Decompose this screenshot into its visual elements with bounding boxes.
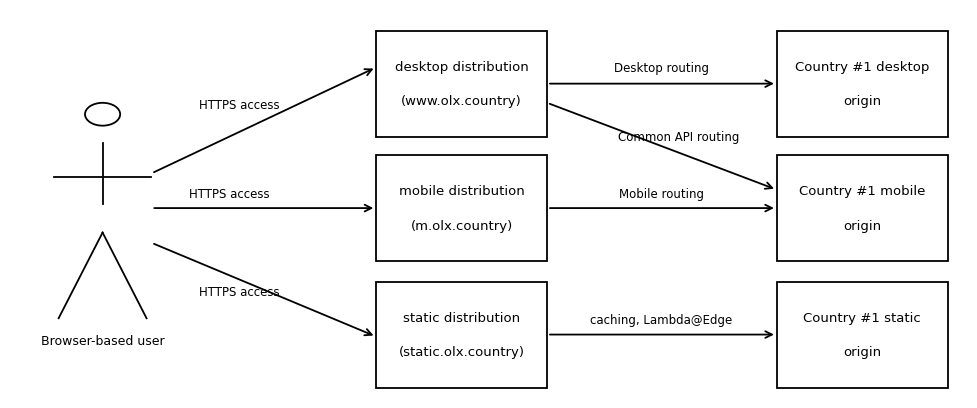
Bar [376,31,547,137]
Text: (static.olx.country): (static.olx.country) [399,346,525,359]
Text: Country #1 desktop: Country #1 desktop [795,61,929,74]
Bar [376,155,547,261]
Text: Country #1 mobile: Country #1 mobile [799,185,925,198]
Text: (m.olx.country): (m.olx.country) [410,220,513,233]
Ellipse shape [85,103,120,126]
Text: origin: origin [843,95,881,109]
Text: (www.olx.country): (www.olx.country) [402,95,522,109]
Bar [777,31,948,137]
Text: Desktop routing: Desktop routing [614,62,709,75]
Text: static distribution: static distribution [404,312,520,325]
Text: desktop distribution: desktop distribution [395,61,529,74]
Text: Country #1 static: Country #1 static [803,312,921,325]
Text: mobile distribution: mobile distribution [399,185,525,198]
Text: origin: origin [843,346,881,359]
Text: Browser-based user: Browser-based user [41,335,164,348]
Text: HTTPS access: HTTPS access [199,286,279,299]
Bar [777,282,948,388]
Text: Common API routing: Common API routing [618,131,740,144]
Bar [376,282,547,388]
Text: HTTPS access: HTTPS access [199,99,279,112]
Bar [777,155,948,261]
Text: HTTPS access: HTTPS access [190,188,270,201]
Text: Mobile routing: Mobile routing [618,188,704,201]
Text: origin: origin [843,220,881,233]
Text: caching, Lambda@Edge: caching, Lambda@Edge [590,314,733,327]
